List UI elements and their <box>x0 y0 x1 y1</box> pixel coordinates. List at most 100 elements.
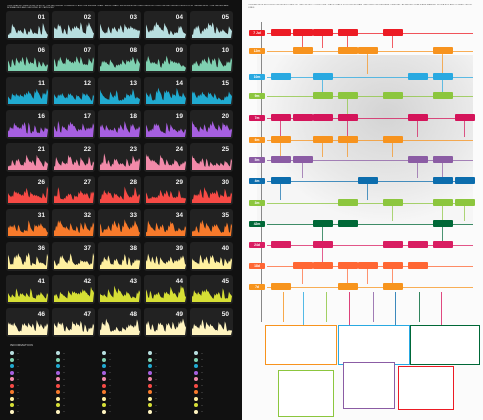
milestone-box[interactable] <box>408 114 428 121</box>
mini-chart-cell[interactable]: 44 <box>144 275 187 304</box>
mini-chart-cell[interactable]: 18 <box>98 110 141 139</box>
mini-chart-cell[interactable]: 27 <box>52 176 95 205</box>
milestone-box[interactable] <box>313 114 333 121</box>
milestone-box[interactable] <box>293 262 313 269</box>
milestone-box[interactable] <box>271 114 291 121</box>
mini-chart-cell[interactable]: 35 <box>190 209 233 238</box>
milestone-box[interactable] <box>338 136 358 143</box>
mini-chart-cell[interactable]: 42 <box>52 275 95 304</box>
mini-chart-cell[interactable]: 36 <box>6 242 49 271</box>
mini-chart-cell[interactable]: 06 <box>6 44 49 73</box>
milestone-box[interactable] <box>455 177 475 184</box>
milestone-box[interactable] <box>455 199 475 206</box>
milestone-box[interactable] <box>293 114 313 121</box>
milestone-box[interactable] <box>271 241 291 248</box>
mini-chart-cell[interactable]: 02 <box>52 11 95 40</box>
milestone-box[interactable] <box>383 136 403 143</box>
mini-chart-cell[interactable]: 38 <box>98 242 141 271</box>
milestone-box[interactable] <box>313 220 333 227</box>
milestone-box[interactable] <box>455 114 475 121</box>
milestone-box[interactable] <box>338 114 358 121</box>
milestone-box[interactable] <box>358 177 378 184</box>
milestone-box[interactable] <box>313 73 333 80</box>
milestone-box[interactable] <box>433 92 453 99</box>
mini-chart-cell[interactable]: 41 <box>6 275 49 304</box>
mini-chart-cell[interactable]: 23 <box>98 143 141 172</box>
mini-chart-cell[interactable]: 40 <box>190 242 233 271</box>
mini-chart-cell[interactable]: 22 <box>52 143 95 172</box>
mini-chart-cell[interactable]: 48 <box>98 308 141 337</box>
milestone-box[interactable] <box>338 47 358 54</box>
mini-chart-cell[interactable]: 08 <box>98 44 141 73</box>
milestone-box[interactable] <box>408 262 428 269</box>
mini-chart-cell[interactable]: 20 <box>190 110 233 139</box>
milestone-box[interactable] <box>338 29 358 36</box>
mini-chart-cell[interactable]: 33 <box>98 209 141 238</box>
milestone-box[interactable] <box>271 177 291 184</box>
mini-chart-cell[interactable]: 13 <box>98 77 141 106</box>
milestone-box[interactable] <box>271 136 291 143</box>
milestone-box[interactable] <box>383 241 403 248</box>
milestone-box[interactable] <box>383 283 403 290</box>
mini-chart-cell[interactable]: 25 <box>190 143 233 172</box>
milestone-box[interactable] <box>313 29 333 36</box>
mini-chart-cell[interactable]: 05 <box>190 11 233 40</box>
milestone-box[interactable] <box>433 241 453 248</box>
milestone-box[interactable] <box>338 92 358 99</box>
milestone-box[interactable] <box>433 47 453 54</box>
milestone-box[interactable] <box>358 262 378 269</box>
milestone-box[interactable] <box>271 156 291 163</box>
milestone-box[interactable] <box>338 199 358 206</box>
milestone-box[interactable] <box>433 220 453 227</box>
milestone-box[interactable] <box>383 29 403 36</box>
milestone-box[interactable] <box>408 73 428 80</box>
mini-chart-cell[interactable]: 28 <box>98 176 141 205</box>
mini-chart-cell[interactable]: 11 <box>6 77 49 106</box>
milestone-box[interactable] <box>293 29 313 36</box>
milestone-box[interactable] <box>433 73 453 80</box>
mini-chart-cell[interactable]: 46 <box>6 308 49 337</box>
mini-chart-cell[interactable]: 49 <box>144 308 187 337</box>
milestone-box[interactable] <box>293 156 313 163</box>
mini-chart-cell[interactable]: 50 <box>190 308 233 337</box>
milestone-box[interactable] <box>271 73 291 80</box>
mini-chart-cell[interactable]: 04 <box>144 11 187 40</box>
mini-chart-cell[interactable]: 01 <box>6 11 49 40</box>
mini-chart-cell[interactable]: 17 <box>52 110 95 139</box>
mini-chart-cell[interactable]: 30 <box>190 176 233 205</box>
mini-chart-cell[interactable]: 24 <box>144 143 187 172</box>
mini-chart-cell[interactable]: 14 <box>144 77 187 106</box>
milestone-box[interactable] <box>408 156 428 163</box>
milestone-box[interactable] <box>433 156 453 163</box>
milestone-box[interactable] <box>313 241 333 248</box>
milestone-box[interactable] <box>338 220 358 227</box>
milestone-box[interactable] <box>271 29 291 36</box>
milestone-box[interactable] <box>313 262 333 269</box>
mini-chart-cell[interactable]: 16 <box>6 110 49 139</box>
mini-chart-cell[interactable]: 15 <box>190 77 233 106</box>
milestone-box[interactable] <box>338 283 358 290</box>
mini-chart-cell[interactable]: 45 <box>190 275 233 304</box>
milestone-box[interactable] <box>293 47 313 54</box>
milestone-box[interactable] <box>433 177 453 184</box>
milestone-box[interactable] <box>271 283 291 290</box>
milestone-box[interactable] <box>433 199 453 206</box>
mini-chart-cell[interactable]: 43 <box>98 275 141 304</box>
mini-chart-cell[interactable]: 03 <box>98 11 141 40</box>
mini-chart-cell[interactable]: 29 <box>144 176 187 205</box>
mini-chart-cell[interactable]: 19 <box>144 110 187 139</box>
mini-chart-cell[interactable]: 09 <box>144 44 187 73</box>
milestone-box[interactable] <box>313 136 333 143</box>
milestone-box[interactable] <box>383 92 403 99</box>
mini-chart-cell[interactable]: 10 <box>190 44 233 73</box>
mini-chart-cell[interactable]: 37 <box>52 242 95 271</box>
mini-chart-cell[interactable]: 21 <box>6 143 49 172</box>
mini-chart-cell[interactable]: 47 <box>52 308 95 337</box>
milestone-box[interactable] <box>358 47 378 54</box>
mini-chart-cell[interactable]: 12 <box>52 77 95 106</box>
milestone-box[interactable] <box>313 92 333 99</box>
milestone-box[interactable] <box>383 199 403 206</box>
mini-chart-cell[interactable]: 32 <box>52 209 95 238</box>
mini-chart-cell[interactable]: 39 <box>144 242 187 271</box>
milestone-box[interactable] <box>383 262 403 269</box>
